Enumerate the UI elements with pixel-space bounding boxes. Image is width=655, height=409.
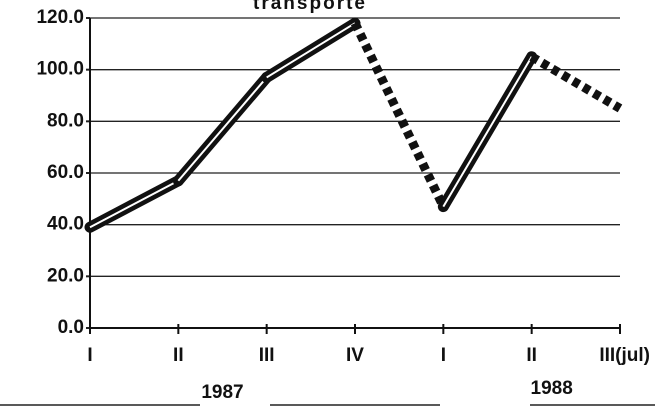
y-tick-label: 20.0 [47,265,84,286]
line-highlight [177,76,268,182]
x-tick-label: I [441,345,446,366]
group-label: 1987 [201,382,243,403]
x-tick-label: II [526,345,537,366]
y-tick-label: 120.0 [36,7,84,28]
x-tick-label: I [87,345,92,366]
line-highlight [442,56,533,208]
x-tick-label: III(jul) [599,345,650,366]
y-tick-label: 80.0 [47,110,84,131]
line-segment [529,52,623,113]
line-highlight [266,22,356,79]
x-tick-label: II [173,345,184,366]
line-highlight [89,179,179,229]
y-tick-label: 100.0 [36,59,84,80]
y-tick-label: 40.0 [47,214,84,235]
y-tick-label: 0.0 [58,317,84,338]
x-tick-label: III [259,345,275,366]
group-label: 1988 [531,378,573,399]
line-segment [350,21,448,209]
y-tick-label: 60.0 [47,162,84,183]
chart-title: transporte [253,0,367,14]
x-tick-label: IV [346,345,364,366]
